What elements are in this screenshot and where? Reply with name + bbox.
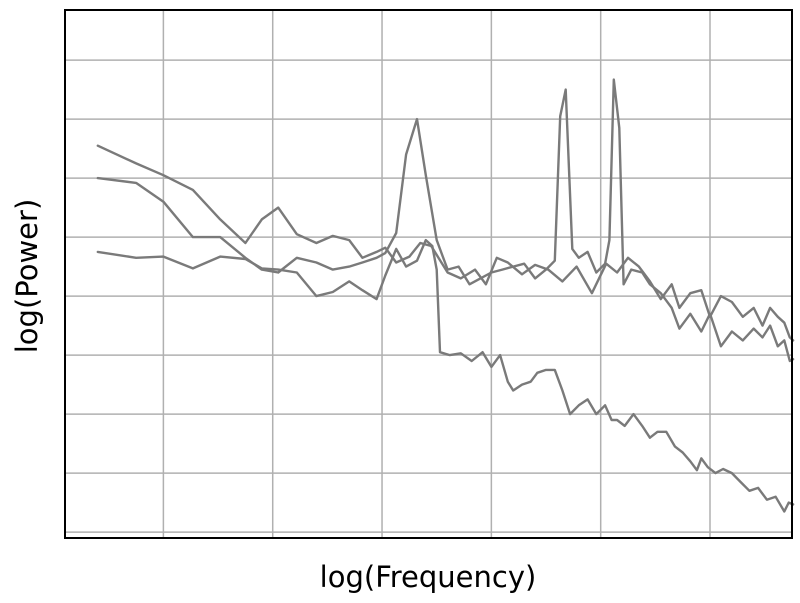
series-line-1 (96, 144, 795, 342)
grid (65, 10, 792, 538)
x-axis-label: log(Frequency) (320, 560, 537, 594)
series-line-3 (96, 238, 795, 513)
series-line-2 (96, 78, 795, 363)
y-axis-label: log(Power) (10, 199, 44, 354)
plot-frame (64, 9, 793, 539)
series-group (96, 78, 795, 513)
